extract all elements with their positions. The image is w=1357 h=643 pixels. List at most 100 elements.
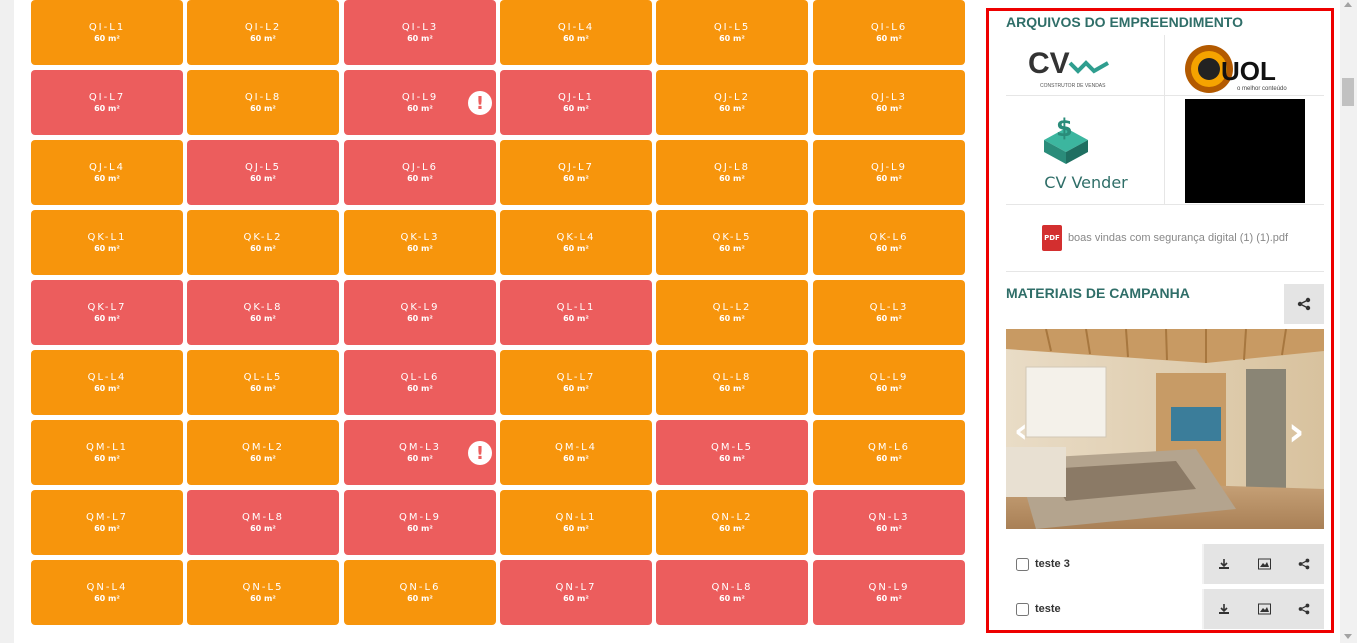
alert-icon[interactable]: !	[468, 441, 492, 465]
page-scrollbar[interactable]	[1340, 0, 1357, 643]
cv-vender-logo-icon: $ CV Vender	[1044, 114, 1128, 192]
material-label[interactable]: teste 3	[1006, 544, 1202, 584]
unit-code: QK-L7	[87, 301, 127, 313]
unit-tile[interactable]: QL-L5 60 m²	[187, 350, 339, 415]
unit-tile[interactable]: QM-L2 60 m²	[187, 420, 339, 485]
unit-tile[interactable]: QK-L3 60 m²	[344, 210, 496, 275]
unit-tile[interactable]: QN-L5 60 m²	[187, 560, 339, 625]
carousel-next-icon[interactable]: ›	[1288, 409, 1305, 455]
download-button[interactable]	[1204, 544, 1244, 584]
material-label[interactable]: teste	[1006, 589, 1202, 629]
unit-area: 60 m²	[563, 173, 589, 183]
cv-logo-cell[interactable]: CV CONSTRUTOR DE VENDAS	[1006, 35, 1165, 96]
unit-tile[interactable]: QK-L2 60 m²	[187, 210, 339, 275]
unit-tile[interactable]: QJ-L7 60 m²	[500, 140, 652, 205]
unit-tile[interactable]: QK-L7 60 m²	[31, 280, 183, 345]
share-button[interactable]	[1284, 589, 1324, 629]
unit-tile[interactable]: QN-L2 60 m²	[656, 490, 808, 555]
share-button[interactable]	[1284, 544, 1324, 584]
unit-tile[interactable]: QL-L9 60 m²	[813, 350, 965, 415]
unit-tile[interactable]: QK-L8 60 m²	[187, 280, 339, 345]
unit-tile[interactable]: QJ-L8 60 m²	[656, 140, 808, 205]
alert-icon[interactable]: !	[468, 91, 492, 115]
uol-logo-cell[interactable]: UOL o melhor conteúdo	[1165, 35, 1324, 96]
scrollbar-thumb[interactable]	[1342, 78, 1354, 106]
unit-tile[interactable]: QN-L7 60 m²	[500, 560, 652, 625]
unit-tile[interactable]: QN-L3 60 m²	[813, 490, 965, 555]
unit-tile[interactable]: QJ-L5 60 m²	[187, 140, 339, 205]
unit-tile[interactable]: QL-L1 60 m²	[500, 280, 652, 345]
unit-tile[interactable]: QN-L4 60 m²	[31, 560, 183, 625]
view-image-button[interactable]	[1244, 589, 1284, 629]
unit-tile[interactable]: QN-L9 60 m²	[813, 560, 965, 625]
unit-tile[interactable]: QJ-L9 60 m²	[813, 140, 965, 205]
unit-area: 60 m²	[250, 173, 276, 183]
unit-tile[interactable]: QK-L1 60 m²	[31, 210, 183, 275]
carousel-prev-icon[interactable]: ‹	[1014, 411, 1029, 451]
unit-code: QM-L2	[241, 441, 285, 453]
material-checkbox[interactable]	[1016, 602, 1029, 616]
unit-area: 60 m²	[719, 33, 745, 43]
unit-code: QI-L3	[401, 21, 439, 33]
unit-area: 60 m²	[250, 453, 276, 463]
sidebar-panel: ARQUIVOS DO EMPREENDIMENTO CV CONSTRUTOR…	[986, 8, 1334, 633]
scroll-down-icon[interactable]	[1344, 634, 1352, 639]
unit-tile[interactable]: QJ-L2 60 m²	[656, 70, 808, 135]
unit-tile[interactable]: QJ-L3 60 m²	[813, 70, 965, 135]
unit-tile[interactable]: QK-L4 60 m²	[500, 210, 652, 275]
cv-vender-logo-cell[interactable]: $ CV Vender	[1006, 96, 1165, 205]
unit-tile[interactable]: QL-L8 60 m²	[656, 350, 808, 415]
unit-tile[interactable]: QJ-L6 60 m²	[344, 140, 496, 205]
unit-tile[interactable]: QK-L6 60 m²	[813, 210, 965, 275]
unit-tile[interactable]: QI-L4 60 m²	[500, 0, 652, 65]
unit-tile[interactable]: QI-L2 60 m²	[187, 0, 339, 65]
pdf-file-name[interactable]: boas vindas com segurança digital (1) (1…	[1067, 232, 1289, 244]
unit-tile[interactable]: QL-L7 60 m²	[500, 350, 652, 415]
unit-tile[interactable]: QI-L5 60 m²	[656, 0, 808, 65]
unit-tile[interactable]: QL-L3 60 m²	[813, 280, 965, 345]
unit-code: QI-L5	[713, 21, 751, 33]
download-button[interactable]	[1204, 589, 1244, 629]
unit-tile[interactable]: QI-L3 60 m²	[344, 0, 496, 65]
unit-tile[interactable]: QN-L1 60 m²	[500, 490, 652, 555]
unit-tile[interactable]: QM-L8 60 m²	[187, 490, 339, 555]
scroll-up-icon[interactable]	[1344, 2, 1352, 7]
unit-tile[interactable]: QM-L9 60 m²	[344, 490, 496, 555]
unit-tile[interactable]: QM-L7 60 m²	[31, 490, 183, 555]
unit-area: 60 m²	[94, 33, 120, 43]
unit-tile[interactable]: QI-L7 60 m²	[31, 70, 183, 135]
unit-tile[interactable]: QI-L8 60 m²	[187, 70, 339, 135]
unit-tile[interactable]: QK-L9 60 m²	[344, 280, 496, 345]
unit-tile[interactable]: QM-L1 60 m²	[31, 420, 183, 485]
campaign-carousel[interactable]: ‹ ›	[1006, 329, 1324, 529]
cv-logo-text: CV	[1028, 47, 1070, 80]
unit-tile[interactable]: QN-L8 60 m²	[656, 560, 808, 625]
black-image-cell[interactable]	[1165, 96, 1324, 205]
unit-tile[interactable]: QM-L3 60 m²!	[344, 420, 496, 485]
unit-tile[interactable]: QL-L4 60 m²	[31, 350, 183, 415]
unit-area: 60 m²	[876, 33, 902, 43]
unit-tile[interactable]: QK-L5 60 m²	[656, 210, 808, 275]
unit-area: 60 m²	[94, 313, 120, 323]
unit-tile[interactable]: QI-L1 60 m²	[31, 0, 183, 65]
unit-area: 60 m²	[407, 103, 433, 113]
unit-area: 60 m²	[719, 173, 745, 183]
unit-tile[interactable]: QN-L6 60 m²	[344, 560, 496, 625]
unit-code: QI-L8	[244, 91, 282, 103]
view-image-button[interactable]	[1244, 544, 1284, 584]
material-checkbox[interactable]	[1016, 557, 1029, 571]
unit-tile[interactable]: QJ-L4 60 m²	[31, 140, 183, 205]
campaign-section-title: MATERIAIS DE CAMPANHA	[1006, 285, 1190, 301]
unit-tile[interactable]: QL-L6 60 m²	[344, 350, 496, 415]
unit-tile[interactable]: QI-L6 60 m²	[813, 0, 965, 65]
unit-tile[interactable]: QI-L9 60 m²!	[344, 70, 496, 135]
unit-tile[interactable]: QM-L4 60 m²	[500, 420, 652, 485]
uol-logo-subtitle: o melhor conteúdo	[1237, 86, 1287, 92]
unit-tile[interactable]: QM-L5 60 m²	[656, 420, 808, 485]
pdf-file-row[interactable]: PDF boas vindas com segurança digital (1…	[1006, 205, 1324, 272]
unit-code: QJ-L1	[557, 91, 594, 103]
unit-tile[interactable]: QL-L2 60 m²	[656, 280, 808, 345]
unit-tile[interactable]: QM-L6 60 m²	[813, 420, 965, 485]
unit-tile[interactable]: QJ-L1 60 m²	[500, 70, 652, 135]
share-campaign-button[interactable]	[1284, 284, 1324, 324]
